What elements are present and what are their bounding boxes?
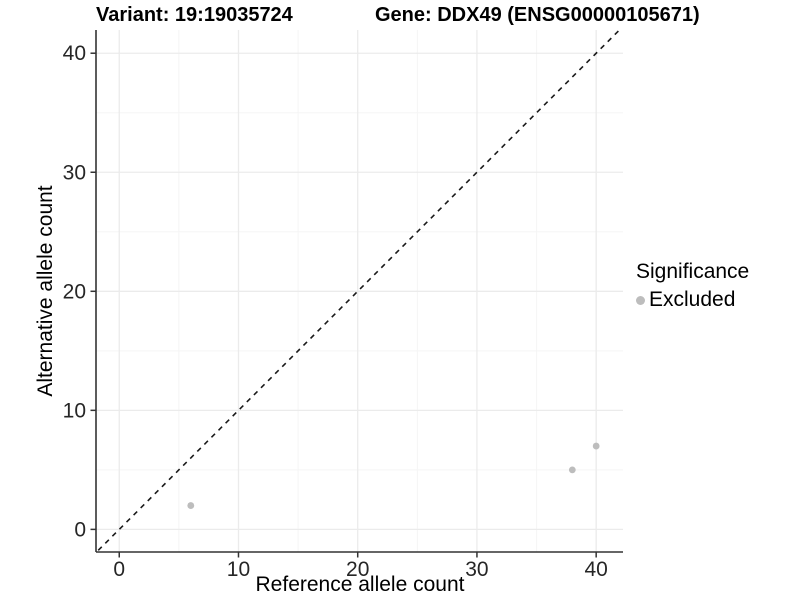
identity-line xyxy=(96,30,621,552)
x-tick-label: 30 xyxy=(465,558,488,581)
y-tick-label: 30 xyxy=(63,161,86,184)
legend-item-excluded: Excluded xyxy=(636,288,749,312)
plot-title-variant: Variant: 19:19035724 xyxy=(96,4,293,26)
data-point xyxy=(592,442,600,450)
legend: Significance Excluded xyxy=(636,260,749,312)
legend-item-label: Excluded xyxy=(649,288,736,311)
y-tick-label: 10 xyxy=(63,399,86,422)
legend-title: Significance xyxy=(636,260,750,283)
legend-key-dot xyxy=(636,295,645,305)
x-tick-label: 40 xyxy=(584,558,607,581)
y-tick-label: 20 xyxy=(63,280,86,303)
x-tick-label: 10 xyxy=(227,558,250,581)
y-tick-label: 40 xyxy=(63,42,86,65)
x-tick-label: 20 xyxy=(346,558,369,581)
plot-title-gene: Gene: DDX49 (ENSG00000105671) xyxy=(375,4,700,26)
x-tick-label: 0 xyxy=(113,558,125,581)
x-axis-title: Reference allele count xyxy=(255,573,465,596)
data-point xyxy=(187,502,195,509)
data-point xyxy=(568,466,576,474)
y-axis-title: Alternative allele count xyxy=(34,185,57,397)
y-tick-label: 0 xyxy=(74,518,86,541)
